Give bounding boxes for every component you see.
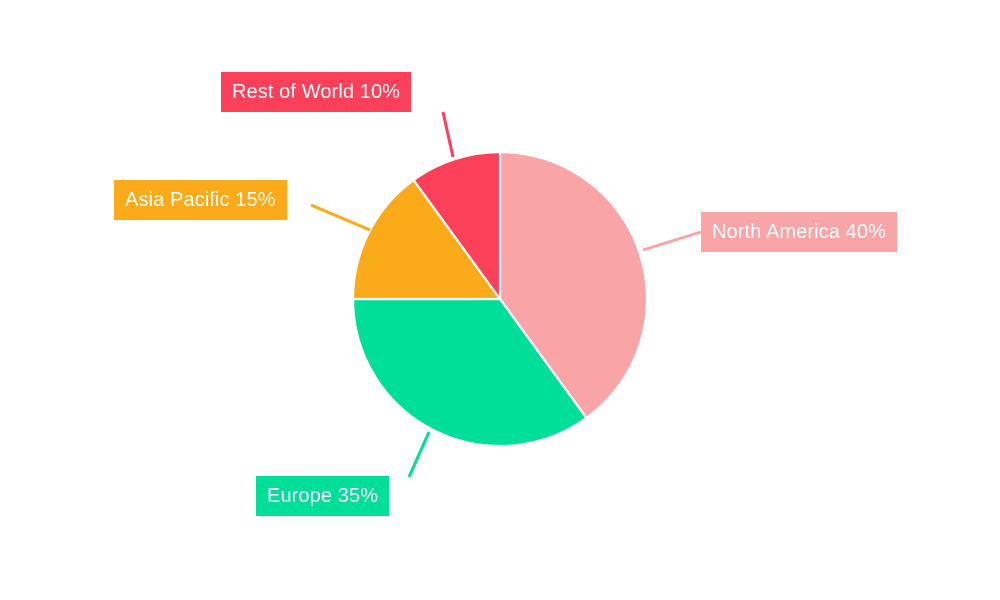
pie-label-rest-of-world[interactable]: Rest of World 10% xyxy=(221,72,412,112)
pie-label-north-america[interactable]: North America 40% xyxy=(701,212,897,252)
leader-line-rest-of-world xyxy=(441,111,455,158)
pie-slice-rest-of-world[interactable] xyxy=(412,150,502,301)
pie-slices xyxy=(351,150,649,448)
pie-slice-asia-pacific[interactable] xyxy=(351,178,502,301)
pie-slice-europe[interactable] xyxy=(351,297,588,448)
pie-slice-north-america[interactable] xyxy=(498,150,649,420)
pie-label-asia-pacific[interactable]: Asia Pacific 15% xyxy=(114,180,287,220)
leader-line-europe xyxy=(407,431,431,478)
leader-line-north-america xyxy=(642,230,702,252)
leader-line-asia-pacific xyxy=(310,203,371,232)
pie-label-europe[interactable]: Europe 35% xyxy=(256,476,390,516)
leader-lines xyxy=(310,111,702,478)
